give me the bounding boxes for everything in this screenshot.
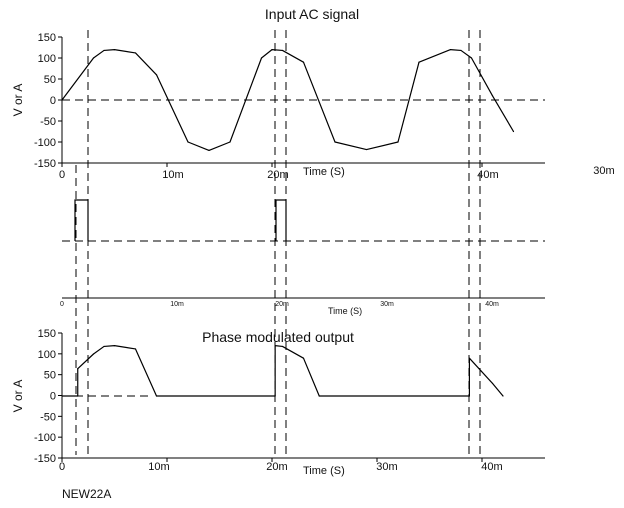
chart-3-data-point [103, 345, 105, 348]
chart-1-data-point [449, 49, 452, 51]
chart-3-series-line [62, 345, 504, 397]
chart-1-data-point [365, 148, 368, 151]
chart-1-data-point [61, 99, 63, 101]
chart-2-x-tick-label: 10m [170, 301, 184, 308]
axes-layer [58, 36, 545, 462]
chart-1-data-point [113, 49, 116, 51]
chart-3-y-tick-label: 100 [38, 349, 56, 361]
chart-1-data-point [302, 61, 305, 63]
chart-1-x-tick-label: 10m [162, 169, 183, 181]
curves-layer [61, 48, 515, 397]
chart-1-data-point [134, 52, 137, 54]
text-layer: Input AC signal 150 100 50 0 -50 -100 -150 V or … [11, 6, 615, 501]
chart-3-data-point [468, 357, 470, 359]
chart-3-x-tick-label: 20m [266, 461, 287, 473]
chart-1-data-point [334, 141, 336, 143]
chart-3-y-tick-label: 150 [38, 328, 56, 340]
chart-3-data-point [274, 345, 276, 347]
chart-3-data-point [134, 348, 137, 350]
chart-1-y-tick-label: 100 [38, 53, 56, 65]
chart-3-data-point [281, 345, 284, 348]
chart-2-x-tick-label: 40m [485, 301, 499, 308]
chart-1-x-tick-label: 40m [477, 169, 498, 181]
dashed-guides-layer [62, 30, 545, 455]
chart-2-gate-pulse [74, 199, 89, 241]
chart-1-y-axis-label: V or A [11, 84, 25, 117]
chart-3-data-point [61, 395, 63, 397]
chart-1-data-point [208, 149, 210, 151]
chart-1-y-tick-label: 150 [38, 32, 56, 44]
chart-3-data-point [77, 368, 79, 370]
chart-3-y-tick-label: -150 [34, 453, 56, 465]
chart-1-y-tick-label: 0 [50, 95, 56, 107]
chart-1-data-point [281, 49, 284, 52]
stray-tick-label: 30m [593, 165, 614, 177]
chart-2-gate-pulse [275, 199, 287, 241]
chart-3-title: Phase modulated output [202, 329, 354, 345]
chart-3-x-tick-label: 10m [148, 461, 169, 473]
chart-1-data-point [103, 49, 105, 52]
chart-3-data-point [92, 353, 95, 355]
chart-1-data-point [491, 95, 494, 97]
chart-1-data-point [271, 49, 273, 51]
chart-1-x-tick-label: 0 [59, 169, 65, 181]
chart-1-data-point [187, 141, 189, 143]
chart-1-data-point [92, 57, 95, 59]
chart-1-data-point [397, 141, 399, 143]
chart-1-y-tick-label: 50 [44, 74, 56, 86]
chart-3-data-point [113, 345, 116, 347]
chart-1-data-point [229, 141, 231, 143]
chart-3-data-point [502, 395, 504, 397]
chart-1-y-tick-label: -150 [34, 158, 56, 170]
chart-1-data-point [418, 61, 420, 63]
chart-1-data-point [260, 57, 263, 59]
chart-1-y-tick-label: -100 [34, 137, 56, 149]
chart-2-x-tick-label: 30m [380, 301, 394, 308]
chart-3-x-tick-label: 40m [481, 461, 502, 473]
chart-1-y-tick-label: -50 [40, 116, 56, 128]
chart-3-y-tick-label: 0 [50, 391, 56, 403]
chart-3-y-tick-label: -100 [34, 432, 56, 444]
chart-1-series-line [61, 48, 515, 151]
chart-1-x-axis-label: Time (S) [303, 166, 345, 178]
chart-1-x-tick-label: 20m [267, 169, 288, 181]
chart-1-data-point [155, 74, 158, 76]
chart-1-data-point [512, 130, 515, 133]
chart-3-x-tick-label: 0 [59, 461, 65, 473]
chart-3-data-point [77, 395, 79, 397]
chart-3-data-point [491, 382, 494, 384]
chart-3-y-tick-label: 50 [44, 370, 56, 382]
chart-3-y-tick-label: -50 [40, 411, 56, 423]
chart-1-data-point [460, 49, 462, 52]
chart-2-x-tick-label: 20m [275, 301, 289, 308]
chart-3-data-point [302, 357, 305, 359]
chart-1-title: Input AC signal [265, 6, 359, 22]
chart-3-data-point [318, 395, 320, 397]
chart-3-x-tick-label: 30m [376, 461, 397, 473]
chart-3-data-point [274, 395, 276, 397]
chart-2-x-axis-label: Time (S) [328, 306, 362, 316]
chart-3-y-axis-label: V or A [11, 380, 25, 413]
chart-2-x-tick-label: 0 [60, 301, 64, 308]
figure-id-label: NEW22A [62, 487, 111, 501]
chart-3-data-point [468, 395, 470, 397]
chart-1-data-point [470, 57, 473, 59]
chart-3-x-axis-label: Time (S) [303, 465, 345, 477]
chart-3-data-point [155, 395, 158, 397]
